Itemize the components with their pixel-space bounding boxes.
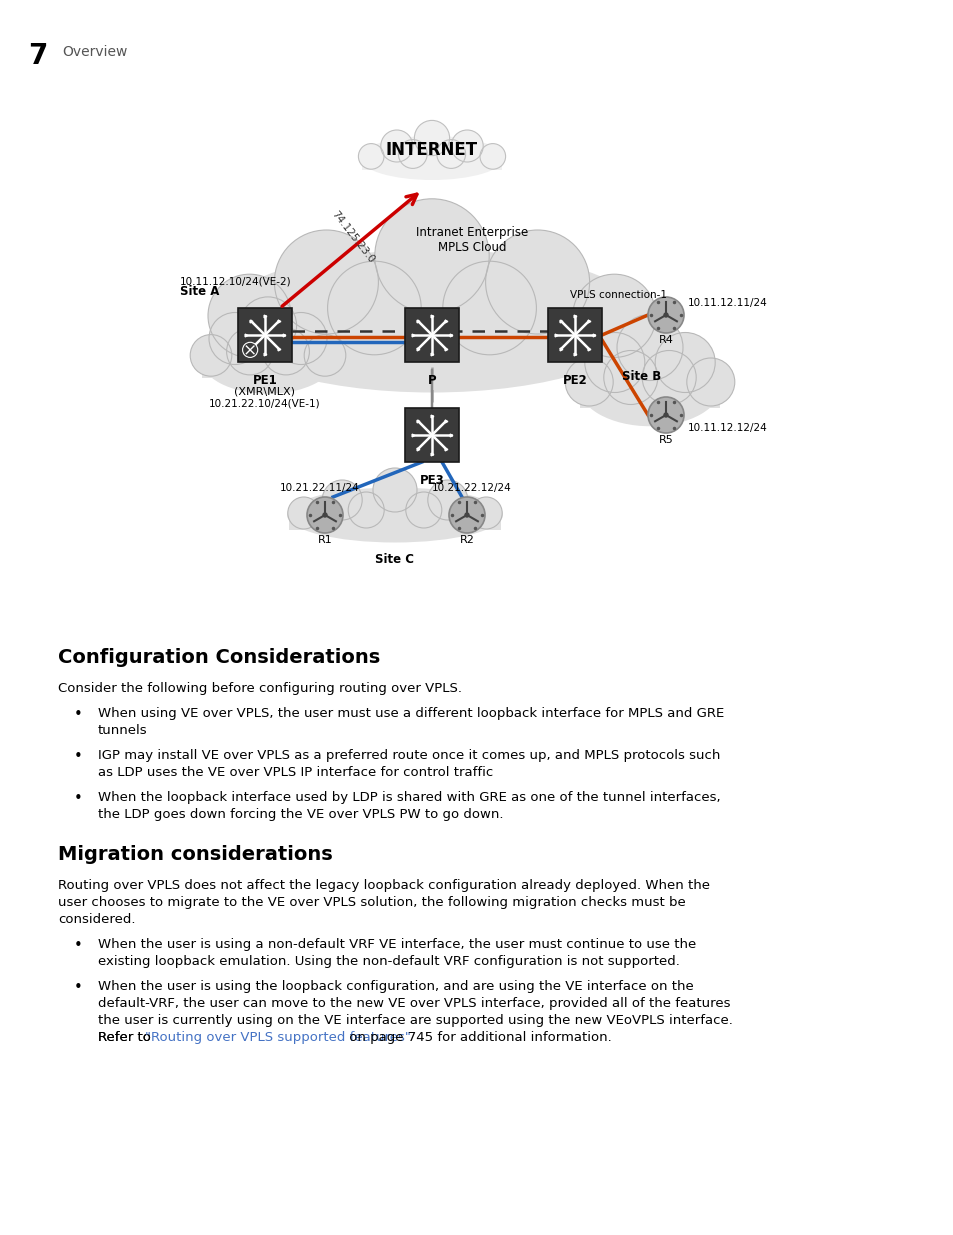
Text: •: • <box>73 706 82 722</box>
Ellipse shape <box>479 143 505 169</box>
Text: 74.125.23.0: 74.125.23.0 <box>330 209 376 266</box>
Ellipse shape <box>485 230 589 333</box>
Ellipse shape <box>617 315 682 380</box>
Ellipse shape <box>380 130 413 162</box>
Ellipse shape <box>373 468 416 513</box>
Text: •: • <box>73 981 82 995</box>
Text: When the loopback interface used by LDP is shared with GRE as one of the tunnel : When the loopback interface used by LDP … <box>98 790 720 821</box>
Text: 7: 7 <box>28 42 48 70</box>
Text: PE3: PE3 <box>419 474 444 487</box>
Ellipse shape <box>304 335 345 377</box>
Text: VPLS connection-1: VPLS connection-1 <box>569 290 666 300</box>
Text: Configuration Considerations: Configuration Considerations <box>58 648 380 667</box>
Ellipse shape <box>348 492 384 529</box>
Text: R1: R1 <box>317 535 332 545</box>
Text: PE1: PE1 <box>253 374 277 387</box>
Text: 10.11.12.11/24: 10.11.12.11/24 <box>687 298 767 308</box>
Text: Intranet Enterprise
MPLS Cloud: Intranet Enterprise MPLS Cloud <box>416 226 528 254</box>
Ellipse shape <box>686 358 734 406</box>
Ellipse shape <box>655 332 715 393</box>
Text: R4: R4 <box>658 335 673 345</box>
Circle shape <box>662 312 668 317</box>
FancyBboxPatch shape <box>405 408 458 462</box>
FancyBboxPatch shape <box>237 308 292 362</box>
Ellipse shape <box>227 329 274 375</box>
Text: 10.21.22.12/24: 10.21.22.12/24 <box>432 483 512 493</box>
Circle shape <box>307 496 343 534</box>
Text: R2: R2 <box>459 535 474 545</box>
Text: INTERNET: INTERNET <box>386 141 477 159</box>
Text: Consider the following before configuring routing over VPLS.: Consider the following before configurin… <box>58 682 461 695</box>
Ellipse shape <box>239 296 296 354</box>
Ellipse shape <box>190 335 232 377</box>
Ellipse shape <box>603 351 658 405</box>
Text: •: • <box>73 748 82 764</box>
Ellipse shape <box>358 143 384 169</box>
Text: Site C: Site C <box>375 553 414 566</box>
Ellipse shape <box>442 261 536 354</box>
Circle shape <box>322 513 328 517</box>
Text: IGP may install VE over VPLS as a preferred route once it comes up, and MPLS pro: IGP may install VE over VPLS as a prefer… <box>98 748 720 779</box>
Circle shape <box>464 513 469 517</box>
Text: on page 745 for additional information.: on page 745 for additional information. <box>344 1031 611 1044</box>
Bar <box>289 510 500 530</box>
Circle shape <box>647 396 683 433</box>
Text: 10.11.12.10/24(VE-2): 10.11.12.10/24(VE-2) <box>180 275 292 287</box>
Text: Routing over VPLS does not affect the legacy loopback configuration already depl: Routing over VPLS does not affect the le… <box>58 879 709 926</box>
Text: 10.21.22.10/24(VE-1): 10.21.22.10/24(VE-1) <box>209 398 320 408</box>
Ellipse shape <box>200 322 335 394</box>
Circle shape <box>242 342 257 357</box>
Text: 10.21.22.11/24: 10.21.22.11/24 <box>280 483 359 493</box>
Ellipse shape <box>436 140 465 168</box>
Text: •: • <box>73 939 82 953</box>
Ellipse shape <box>208 274 291 357</box>
Ellipse shape <box>451 130 482 162</box>
Ellipse shape <box>584 332 644 393</box>
Ellipse shape <box>322 480 362 520</box>
Ellipse shape <box>215 249 647 393</box>
Circle shape <box>662 412 668 417</box>
Text: PE2: PE2 <box>562 374 587 387</box>
Circle shape <box>449 496 484 534</box>
FancyBboxPatch shape <box>547 308 601 362</box>
Text: (XMR\MLX): (XMR\MLX) <box>234 387 295 396</box>
Ellipse shape <box>470 496 501 529</box>
Ellipse shape <box>427 480 467 520</box>
Ellipse shape <box>274 230 378 333</box>
Text: •: • <box>73 790 82 806</box>
Text: When the user is using a non-default VRF VE interface, the user must continue to: When the user is using a non-default VRF… <box>98 939 696 968</box>
Ellipse shape <box>359 136 503 180</box>
Bar <box>220 308 642 359</box>
Text: 10.11.12.12/24: 10.11.12.12/24 <box>687 424 767 433</box>
Circle shape <box>647 296 683 333</box>
Text: Refer to: Refer to <box>98 1031 155 1044</box>
Bar <box>361 154 502 170</box>
Ellipse shape <box>209 312 261 364</box>
Ellipse shape <box>405 492 441 529</box>
Text: When the user is using the loopback configuration, and are using the VE interfac: When the user is using the loopback conf… <box>98 981 732 1044</box>
Text: Site B: Site B <box>621 370 660 383</box>
Ellipse shape <box>262 329 309 375</box>
Ellipse shape <box>572 274 656 357</box>
Text: R5: R5 <box>658 435 673 445</box>
Ellipse shape <box>288 496 319 529</box>
Text: Site A: Site A <box>180 285 219 298</box>
Ellipse shape <box>578 343 721 426</box>
Text: "Routing over VPLS supported features": "Routing over VPLS supported features" <box>145 1031 411 1044</box>
Bar <box>579 378 720 408</box>
Text: Overview: Overview <box>62 44 128 59</box>
Ellipse shape <box>375 199 489 314</box>
Text: Migration considerations: Migration considerations <box>58 845 333 864</box>
Ellipse shape <box>414 120 449 156</box>
Ellipse shape <box>327 261 421 354</box>
Bar <box>202 352 334 378</box>
Ellipse shape <box>398 140 427 168</box>
Ellipse shape <box>564 358 613 406</box>
FancyBboxPatch shape <box>405 308 458 362</box>
Text: When using VE over VPLS, the user must use a different loopback interface for MP: When using VE over VPLS, the user must u… <box>98 706 723 737</box>
Ellipse shape <box>641 351 696 405</box>
Ellipse shape <box>274 312 327 364</box>
Text: P: P <box>427 374 436 387</box>
Ellipse shape <box>287 488 502 542</box>
